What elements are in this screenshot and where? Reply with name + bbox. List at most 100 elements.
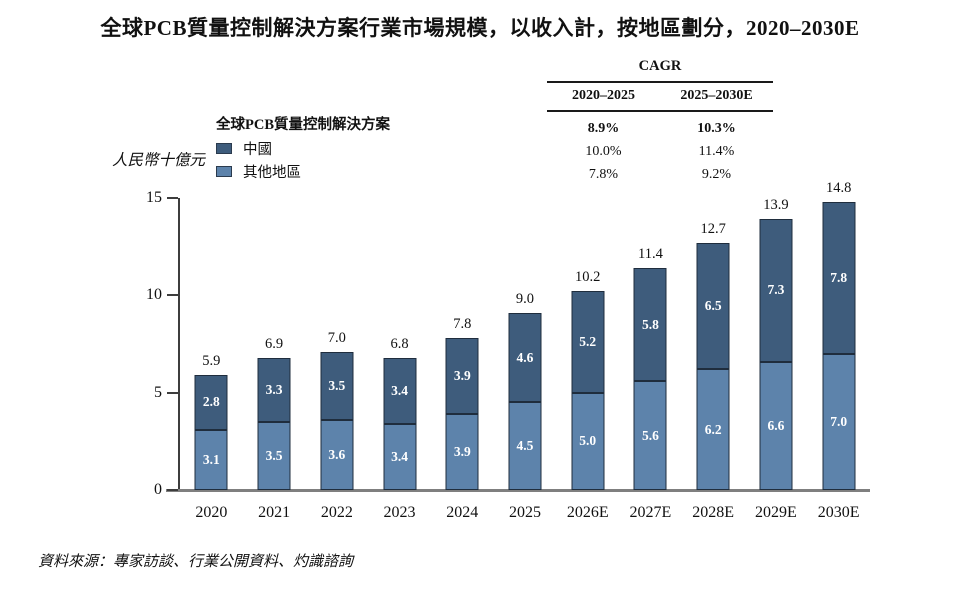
x-axis-tick-label: 2025 bbox=[508, 504, 541, 521]
cagr-column-headers: 2020–2025 2025–2030E bbox=[547, 83, 773, 110]
cagr-column-header-2020-2025: 2020–2025 bbox=[572, 88, 635, 103]
stacked-bar: 3.9 3.9 bbox=[445, 338, 479, 490]
cagr-table-title: CAGR bbox=[638, 58, 682, 74]
other-regions-segment-value-label: 3.9 bbox=[453, 444, 471, 460]
other-regions-segment-value-label: 5.0 bbox=[579, 433, 597, 449]
china-segment-value-label: 3.4 bbox=[391, 382, 408, 398]
stacked-bar: 3.3 3.5 bbox=[257, 357, 291, 490]
china-segment-value-label: 2.8 bbox=[202, 394, 220, 410]
y-axis-tick bbox=[167, 391, 178, 394]
bar-total-label: 6.8 bbox=[390, 335, 409, 352]
other-regions-bar-segment: 5.0 bbox=[571, 392, 605, 490]
stacked-bar: 3.4 3.4 bbox=[383, 357, 417, 490]
y-axis-tick-label: 0 bbox=[154, 481, 162, 498]
cagr-value-other-1: 7.8% bbox=[588, 167, 619, 182]
china-segment-value-label: 3.3 bbox=[265, 381, 283, 397]
bar-slot: 9.0 4.6 4.5 2025 bbox=[494, 198, 557, 521]
x-axis-baseline bbox=[166, 489, 870, 492]
other-regions-segment-value-label: 3.1 bbox=[202, 451, 220, 467]
china-bar-segment: 5.8 bbox=[633, 268, 667, 381]
other-regions-bar-segment: 3.5 bbox=[257, 421, 291, 490]
china-segment-value-label: 5.2 bbox=[579, 334, 597, 350]
cagr-values: 8.9% 10.3% 10.0% 11.4% 7.8% 9.2% bbox=[547, 112, 773, 186]
other-regions-bar-segment: 5.6 bbox=[633, 381, 667, 490]
bar-total-label: 13.9 bbox=[763, 197, 789, 214]
cagr-row-overall: 8.9% 10.3% bbox=[547, 117, 773, 140]
bar-slot: 6.9 3.3 3.5 2021 bbox=[243, 198, 306, 521]
y-axis-tick bbox=[167, 197, 178, 199]
other-regions-color-swatch-icon bbox=[216, 166, 232, 177]
china-segment-value-label: 5.8 bbox=[642, 316, 659, 332]
bar-slot: 13.9 7.3 6.6 2029E bbox=[745, 197, 808, 521]
cagr-value-china-1: 10.0% bbox=[585, 144, 622, 159]
cagr-value-china-2: 11.4% bbox=[698, 144, 735, 159]
stacked-bar: 4.6 4.5 bbox=[508, 312, 542, 490]
other-regions-bar-segment: 6.2 bbox=[696, 369, 730, 490]
stacked-bar: 3.5 3.6 bbox=[320, 351, 354, 490]
cagr-table-divider-top bbox=[547, 81, 773, 83]
bar-slot: 6.8 3.4 3.4 2023 bbox=[368, 198, 431, 521]
bar-slot: 5.9 2.8 3.1 2020 bbox=[180, 198, 243, 521]
china-bar-segment: 3.5 bbox=[320, 351, 354, 420]
x-axis-tick-label: 2028E bbox=[692, 504, 735, 521]
bar-slot: 11.4 5.8 5.6 2027E bbox=[619, 198, 682, 521]
stacked-bar: 5.8 5.6 bbox=[633, 268, 667, 490]
y-axis-tick bbox=[167, 489, 178, 491]
china-segment-value-label: 6.5 bbox=[704, 298, 722, 314]
x-axis-tick-label: 2030E bbox=[817, 504, 860, 521]
legend-header: 全球PCB質量控制解決方案 bbox=[216, 117, 390, 133]
x-axis-tick-label: 2022 bbox=[320, 504, 353, 521]
bar-slot: 12.7 6.5 6.2 2028E bbox=[682, 198, 745, 521]
x-axis-tick-label: 2021 bbox=[258, 504, 291, 521]
other-regions-segment-value-label: 4.5 bbox=[516, 438, 534, 454]
bar-slot: 7.8 3.9 3.9 2024 bbox=[431, 198, 494, 521]
other-regions-segment-value-label: 3.4 bbox=[391, 448, 408, 464]
x-axis-tick-label: 2026E bbox=[566, 504, 609, 521]
other-regions-segment-value-label: 5.6 bbox=[642, 427, 659, 443]
bar-total-label: 7.0 bbox=[327, 329, 346, 346]
bar-total-label: 12.7 bbox=[700, 220, 726, 237]
legend-item-china-label: 中國 bbox=[243, 142, 272, 158]
x-axis-tick-label: 2027E bbox=[629, 504, 672, 521]
china-bar-segment: 7.3 bbox=[759, 219, 793, 362]
other-regions-segment-value-label: 6.2 bbox=[704, 421, 722, 437]
other-regions-segment-value-label: 6.6 bbox=[767, 417, 785, 433]
china-segment-value-label: 7.8 bbox=[830, 269, 848, 285]
china-bar-segment: 2.8 bbox=[194, 375, 228, 430]
x-axis-tick-label: 2023 bbox=[383, 504, 416, 521]
china-bar-segment: 5.2 bbox=[571, 291, 605, 393]
other-regions-bar-segment: 3.1 bbox=[194, 429, 228, 490]
china-segment-value-label: 3.5 bbox=[328, 377, 346, 393]
y-axis-tick-label: 10 bbox=[146, 286, 162, 304]
bar-total-label: 14.8 bbox=[825, 179, 852, 196]
cagr-value-overall-2: 10.3% bbox=[697, 121, 736, 136]
x-axis-tick-label: 2029E bbox=[755, 504, 797, 521]
china-bar-segment: 7.8 bbox=[822, 201, 856, 354]
china-segment-value-label: 7.3 bbox=[767, 282, 785, 298]
china-bar-segment: 6.5 bbox=[696, 242, 730, 370]
other-regions-bar-segment: 4.5 bbox=[508, 402, 542, 490]
y-axis-tick-label: 5 bbox=[154, 383, 162, 401]
cagr-table: CAGR 2020–2025 2025–2030E 8.9% 10.3% 10.… bbox=[547, 57, 773, 186]
chart-legend: 全球PCB質量控制解決方案 中國 其他地區 bbox=[216, 114, 390, 183]
china-bar-segment: 3.4 bbox=[383, 357, 417, 424]
bar-total-label: 5.9 bbox=[202, 353, 221, 370]
bar-slot: 14.8 7.8 7.0 2030E bbox=[807, 180, 870, 521]
bar-total-label: 7.8 bbox=[453, 316, 472, 333]
x-axis-tick-label: 2020 bbox=[195, 504, 228, 521]
legend-item-other-regions-label: 其他地區 bbox=[243, 165, 301, 181]
other-regions-bar-segment: 3.9 bbox=[445, 414, 479, 490]
legend-item-other-regions: 其他地區 bbox=[216, 160, 390, 183]
stacked-bar: 5.2 5.0 bbox=[571, 291, 605, 490]
other-regions-bar-segment: 7.0 bbox=[822, 353, 856, 490]
bar-total-label: 6.9 bbox=[265, 335, 284, 352]
y-axis-line bbox=[178, 198, 180, 490]
other-regions-segment-value-label: 7.0 bbox=[830, 413, 848, 429]
other-regions-segment-value-label: 3.6 bbox=[328, 446, 346, 462]
bar-total-label: 11.4 bbox=[638, 246, 663, 263]
stacked-bar: 2.8 3.1 bbox=[194, 375, 228, 490]
other-regions-bar-segment: 3.6 bbox=[320, 419, 354, 490]
bar-total-label: 9.0 bbox=[515, 290, 535, 307]
other-regions-bar-segment: 6.6 bbox=[759, 361, 793, 490]
